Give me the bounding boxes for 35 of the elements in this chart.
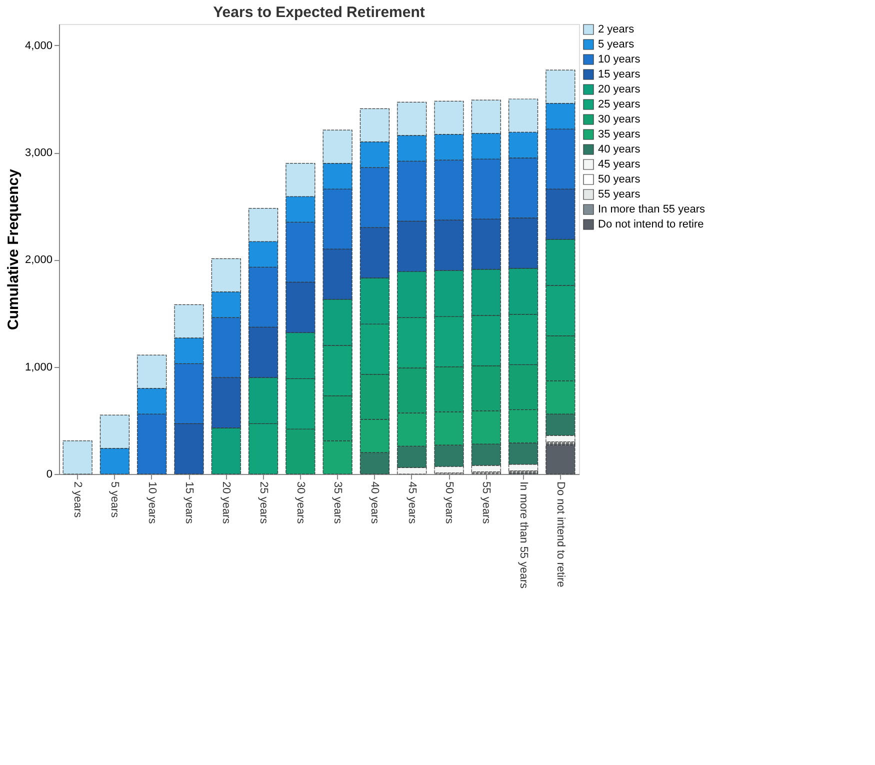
legend-label: 45 years [598,158,641,170]
chart-title: Years to Expected Retirement [213,4,425,21]
x-tick-label: 5 years [108,482,121,518]
legend-label: 50 years [598,174,641,186]
legend-label: 35 years [598,128,641,140]
x-tick-label: 35 years [332,482,344,524]
legend-label: 20 years [598,84,641,96]
x-tick-label: 2 years [72,482,84,518]
legend-label: 2 years [598,24,635,36]
legend-label: 5 years [598,38,635,50]
x-tick-label: 55 years [480,482,492,524]
y-tick-label: 1,000 [24,361,52,374]
y-axis-title: Cumulative Frequency [4,168,22,330]
x-tick-label: Do not intend to retire [554,482,566,588]
x-tick-label: 50 years [443,482,455,524]
x-tick-label: 15 years [183,482,195,524]
y-tick-label: 3,000 [24,147,52,160]
y-tick-label: 0 [46,468,52,480]
x-tick-label: 10 years [146,482,158,524]
legend-label: 25 years [598,98,641,110]
legend-label: 30 years [598,114,641,126]
y-tick-label: 4,000 [24,40,52,52]
legend-label: 55 years [598,188,641,200]
y-tick-label: 2,000 [24,254,52,266]
x-tick-label: 45 years [406,482,418,524]
x-tick-label: 20 years [220,482,232,524]
x-tick-label: 30 years [294,482,306,524]
legend-label: 40 years [598,144,641,156]
x-tick-label: 25 years [257,482,270,524]
x-tick-label: In more than 55 years [517,482,530,590]
x-tick-label: 40 years [368,482,381,524]
legend-label: 10 years [598,54,641,66]
legend-label: Do not intend to retire [598,218,704,230]
legend-label: In more than 55 years [598,204,706,216]
legend-label: 15 years [598,68,641,80]
